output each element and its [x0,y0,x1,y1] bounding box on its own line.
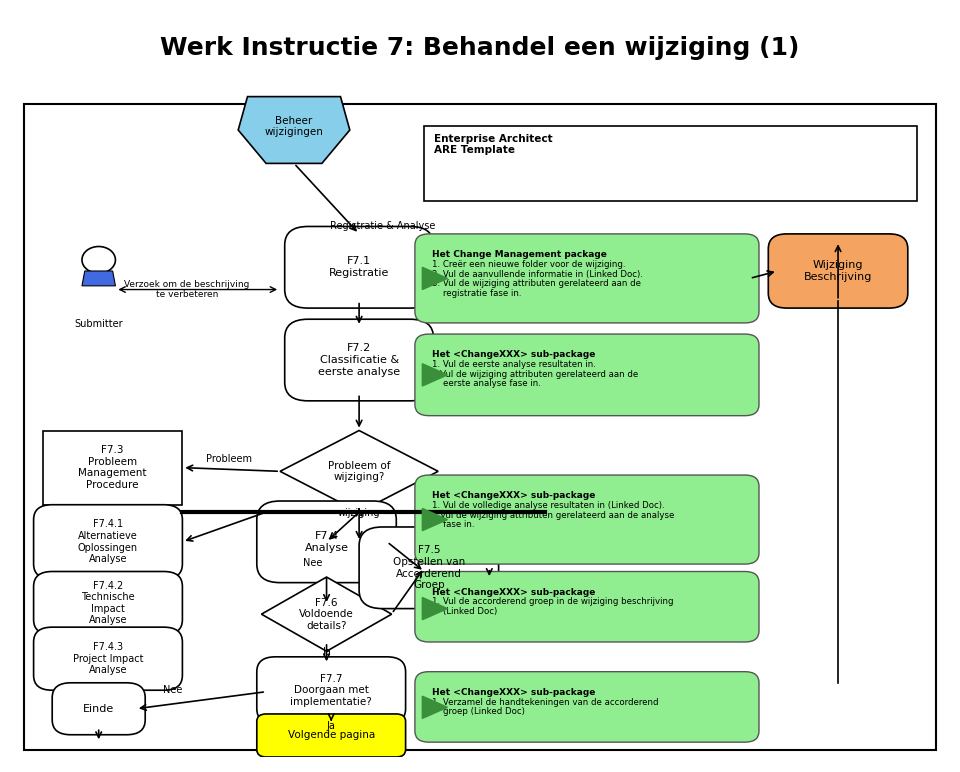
Text: Het <ChangeXXX> sub-package: Het <ChangeXXX> sub-package [432,350,595,360]
Text: 1. Vul de volledige analyse resultaten in (Linked Doc).: 1. Vul de volledige analyse resultaten i… [432,501,664,510]
FancyBboxPatch shape [285,226,434,308]
Text: Nee: Nee [163,686,182,696]
FancyBboxPatch shape [415,234,759,323]
Text: 3. Vul de wijziging attributen gerelateerd aan de: 3. Vul de wijziging attributen gerelatee… [432,279,640,288]
Polygon shape [261,577,392,652]
Text: 1. Vul de eerste analyse resultaten in.: 1. Vul de eerste analyse resultaten in. [432,360,595,369]
FancyBboxPatch shape [52,682,145,735]
Text: Probleem: Probleem [205,454,252,464]
Text: Probleem of
wijziging?: Probleem of wijziging? [328,461,391,482]
Text: F7.4.1
Alternatieve
Oplossingen
Analyse: F7.4.1 Alternatieve Oplossingen Analyse [78,520,138,564]
Text: Het <ChangeXXX> sub-package: Het <ChangeXXX> sub-package [432,688,595,697]
Text: (Linked Doc): (Linked Doc) [432,607,497,616]
FancyBboxPatch shape [24,104,936,750]
Text: F7.4.3
Project Impact
Analyse: F7.4.3 Project Impact Analyse [73,642,143,676]
Polygon shape [422,509,447,530]
FancyBboxPatch shape [257,657,406,723]
FancyBboxPatch shape [415,672,759,742]
Text: Einde: Einde [84,704,114,714]
Text: 2. Vul de aanvullende informatie in (Linked Doc).: 2. Vul de aanvullende informatie in (Lin… [432,269,642,279]
Text: Werk Instructie 7: Behandel een wijziging (1): Werk Instructie 7: Behandel een wijzigin… [160,36,800,60]
FancyBboxPatch shape [34,571,182,635]
Polygon shape [422,364,447,386]
Polygon shape [422,267,447,290]
Text: F7.4
Analyse: F7.4 Analyse [304,531,348,553]
Text: Het <ChangeXXX> sub-package: Het <ChangeXXX> sub-package [432,587,595,597]
Polygon shape [280,431,438,512]
Text: Ja: Ja [326,721,336,731]
Text: F7.3
Probleem
Management
Procedure: F7.3 Probleem Management Procedure [79,445,147,490]
Text: fase in.: fase in. [432,520,474,530]
Polygon shape [238,96,349,164]
FancyBboxPatch shape [257,501,396,583]
Text: Beheer
wijzigingen: Beheer wijzigingen [265,116,324,137]
FancyBboxPatch shape [415,571,759,642]
Polygon shape [422,696,447,719]
Text: wijziging: wijziging [338,508,380,518]
FancyBboxPatch shape [415,475,759,564]
Text: F7.2
Classificatie &
eerste analyse: F7.2 Classificatie & eerste analyse [318,344,400,377]
Polygon shape [422,598,447,620]
Text: Registratie & Analyse: Registratie & Analyse [329,222,435,232]
Polygon shape [82,271,115,286]
Text: Het <ChangeXXX> sub-package: Het <ChangeXXX> sub-package [432,491,595,500]
Text: F7.5
Opstellen van
Accorderend
Groep: F7.5 Opstellen van Accorderend Groep [393,545,465,590]
Text: F7.6
Voldoende
details?: F7.6 Voldoende details? [300,598,354,631]
FancyBboxPatch shape [34,505,182,579]
FancyBboxPatch shape [34,627,182,690]
Text: eerste analyse fase in.: eerste analyse fase in. [432,379,540,388]
Text: 2.Vul de wijziging attributen gerelateerd aan de analyse: 2.Vul de wijziging attributen gerelateer… [432,510,674,520]
FancyBboxPatch shape [424,127,917,201]
Text: Het Change Management package: Het Change Management package [432,250,607,259]
Text: Nee: Nee [303,557,323,567]
Text: Volgende pagina: Volgende pagina [288,730,374,740]
Text: 1. Verzamel de handtekeningen van de accorderend: 1. Verzamel de handtekeningen van de acc… [432,698,659,706]
Text: Submitter: Submitter [74,319,123,329]
Text: 1. Creër een nieuwe folder voor de wijziging.: 1. Creër een nieuwe folder voor de wijzi… [432,260,625,269]
Text: Ja: Ja [323,647,331,657]
Text: groep (Linked Doc): groep (Linked Doc) [432,707,524,716]
Text: 2.Vul de wijziging attributen gerelateerd aan de: 2.Vul de wijziging attributen gerelateer… [432,370,637,379]
Text: Verzoek om de beschrijving
te verbeteren: Verzoek om de beschrijving te verbeteren [125,279,250,300]
FancyBboxPatch shape [415,334,759,415]
FancyBboxPatch shape [285,319,434,401]
Text: Enterprise Architect
ARE Template: Enterprise Architect ARE Template [434,134,552,155]
Text: F7.7
Doorgaan met
implementatie?: F7.7 Doorgaan met implementatie? [290,674,372,707]
Text: Wijziging
Beschrijving: Wijziging Beschrijving [804,260,873,282]
FancyBboxPatch shape [768,234,908,308]
FancyBboxPatch shape [359,527,498,608]
Text: F7.4.2
Technische
Impact
Analyse: F7.4.2 Technische Impact Analyse [82,581,134,625]
Text: F7.1
Registratie: F7.1 Registratie [329,256,390,278]
FancyBboxPatch shape [43,431,182,505]
FancyBboxPatch shape [257,714,406,757]
Text: 1. Vul de accorderend groep in de wijziging beschrijving: 1. Vul de accorderend groep in de wijzig… [432,598,673,607]
Text: registratie fase in.: registratie fase in. [432,289,521,298]
